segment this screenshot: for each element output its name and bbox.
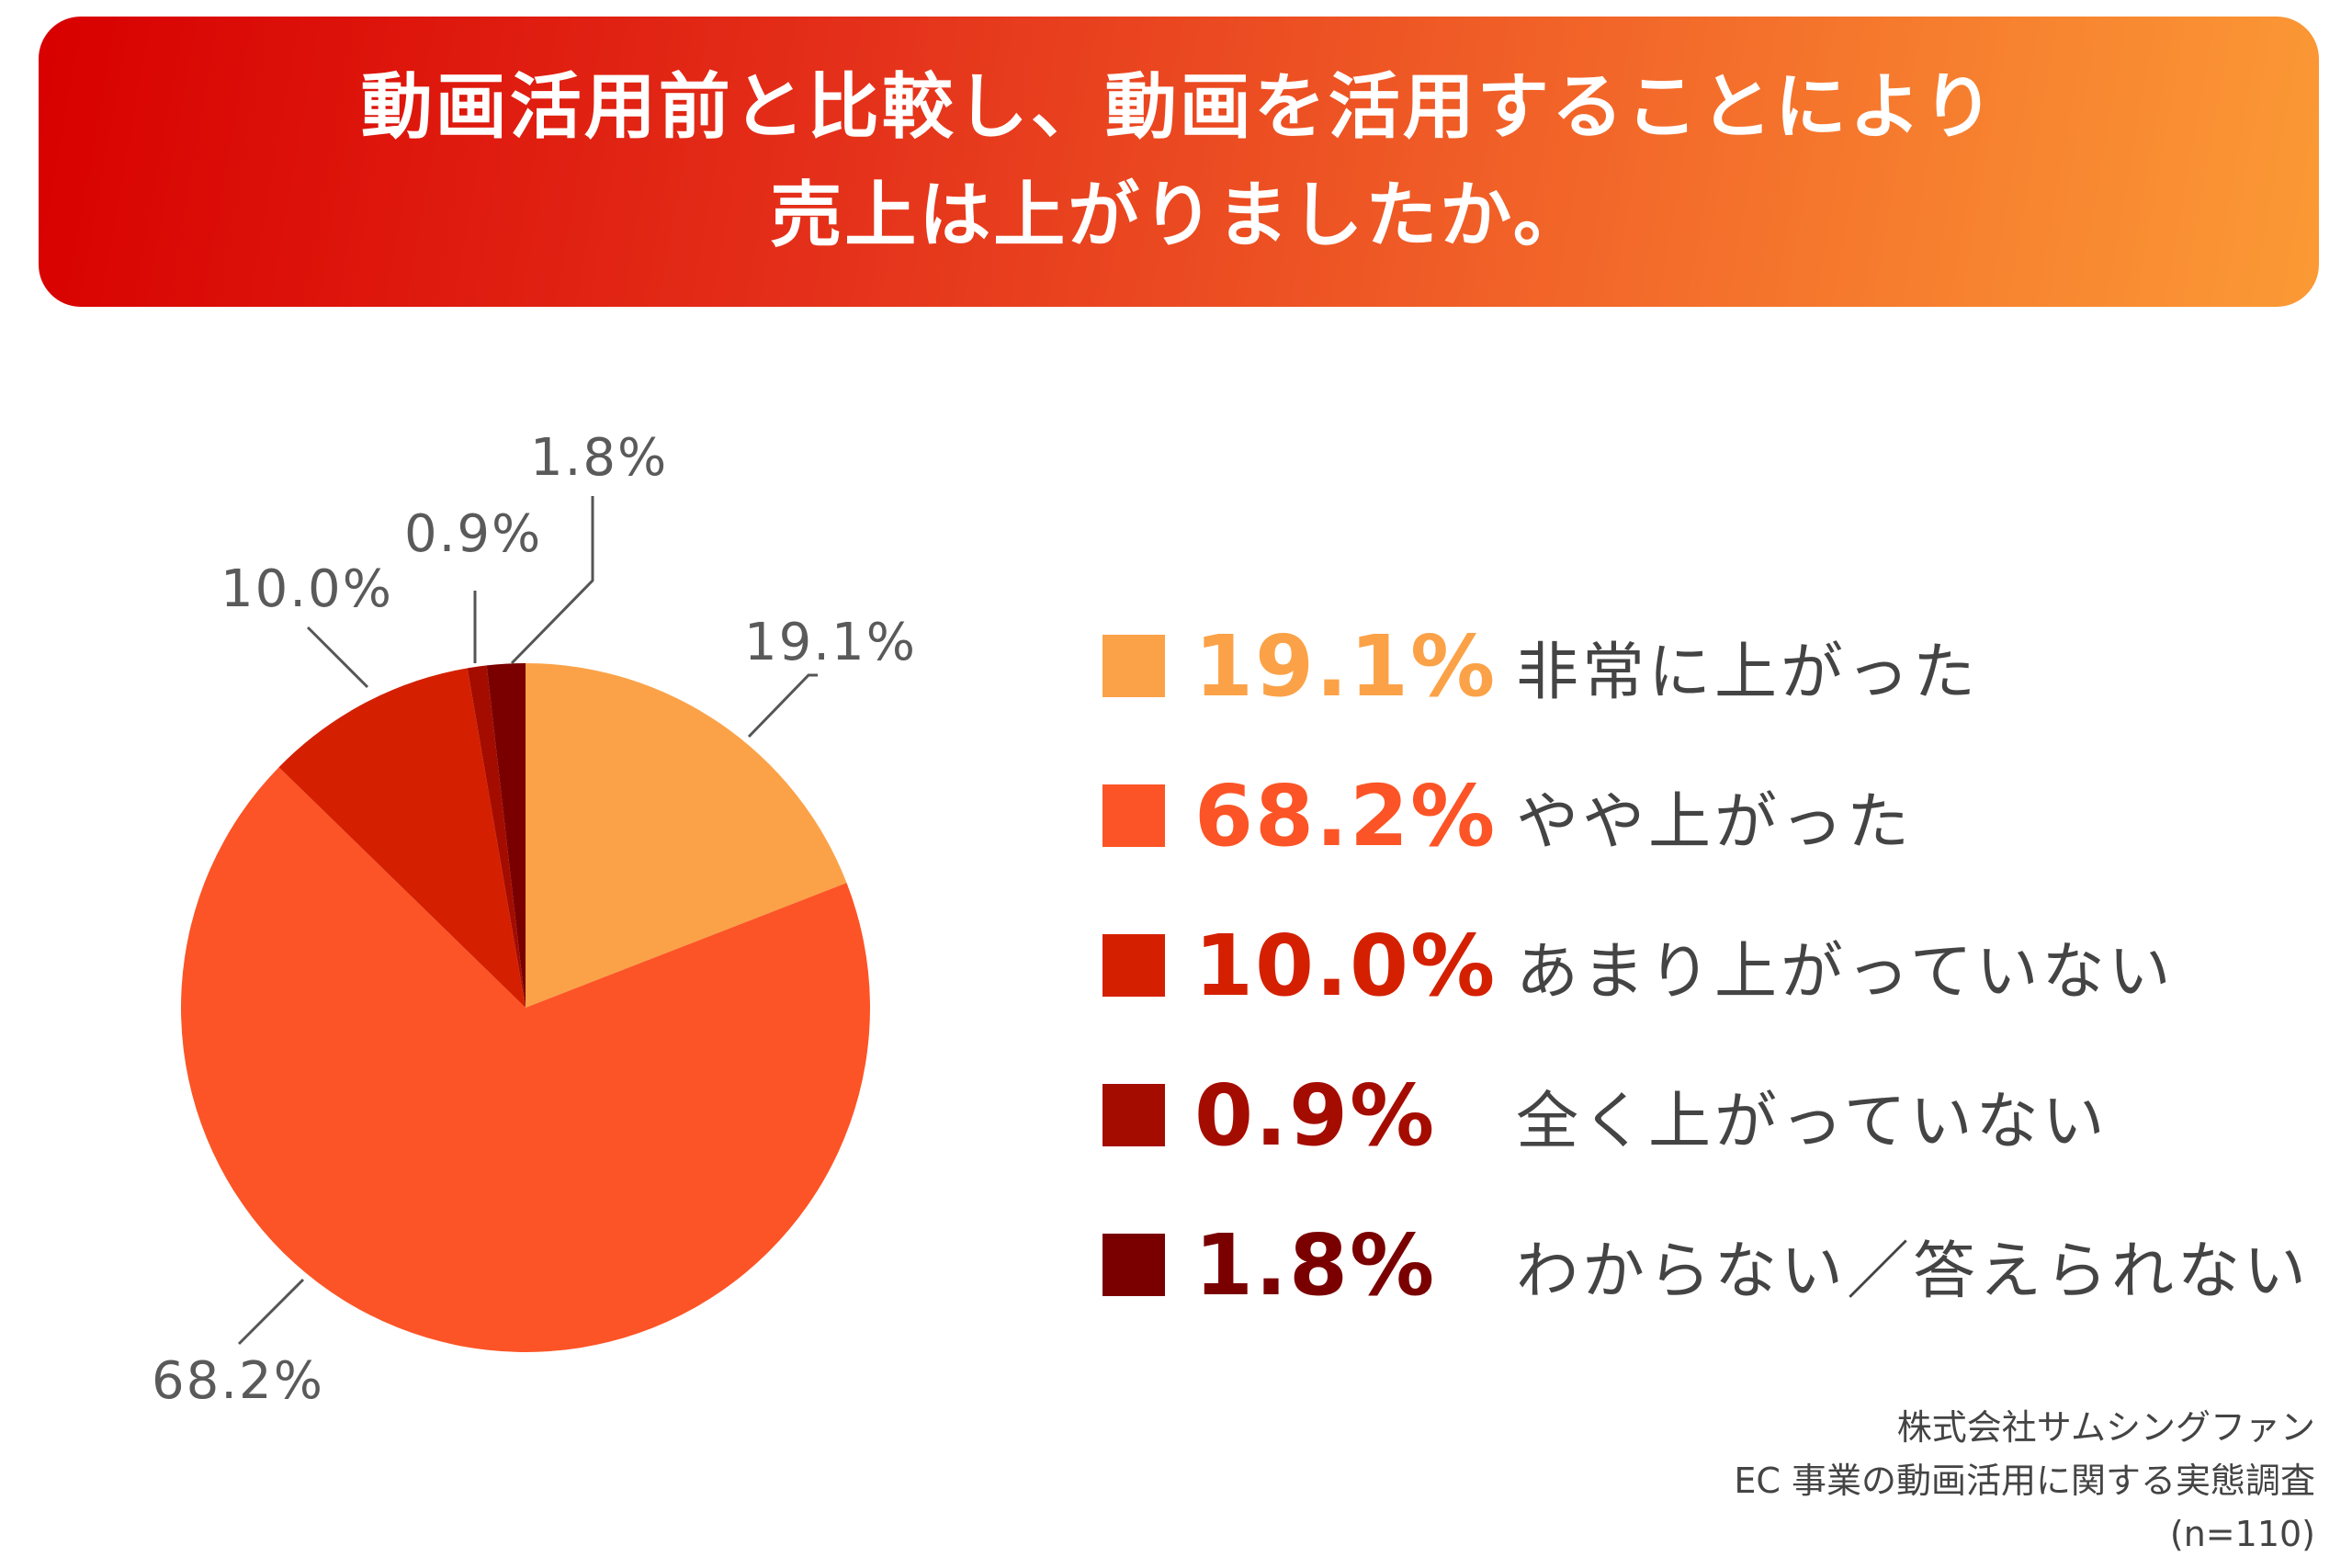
callout-0-9: 0.9% [404,504,542,564]
source-sample-size: (n=110) [2169,1514,2315,1554]
legend-value: 19.1% [1194,616,1498,716]
legend-swatch [1102,934,1165,997]
leader-line-1-8 [510,496,594,665]
legend-label: 非常に上がった [1516,636,1980,709]
legend-item-not-much: 10.0% あまり上がっていない [1102,915,2171,1016]
pie-slice-1 [526,662,847,1008]
pie-slice-2 [180,767,871,1353]
legend-swatch [1102,1084,1165,1146]
title-banner: 動画活用前と比較し、動画を活用することにより 売上は上がりましたか。 [39,17,2319,307]
legend-value: 10.0% [1194,916,1498,1015]
callout-68-2: 68.2% [152,1351,324,1411]
pie-slice-5 [486,663,526,1008]
source-survey: EC 事業の動画活用に関する実態調査 [1734,1461,2315,1501]
legend-value: 1.8% [1194,1215,1437,1314]
legend-item-somewhat-up: 68.2% やや上がった [1102,765,1909,866]
leader-line-10-0 [306,626,369,689]
legend-label: やや上がった [1516,785,1914,859]
leader-line-68-2 [237,1278,305,1346]
legend-label: 全く上がっていない [1516,1085,2109,1158]
leader-line-19-1 [747,673,818,739]
legend-value: 68.2% [1194,766,1498,865]
legend-swatch [1102,784,1165,847]
legend-label: あまり上がっていない [1516,935,2175,1009]
title-line-1: 動画活用前と比較し、動画を活用することにより [360,66,1997,149]
legend-swatch [1102,635,1165,697]
pie-slices [180,662,871,1353]
callout-1-8: 1.8% [530,428,668,488]
legend-item-very-up: 19.1% 非常に上がった [1102,615,1975,716]
source-note: 株式会社サムシングファン EC 事業の動画活用に関する実態調査 (n=110) [1734,1401,2315,1561]
legend-item-not-at-all: 0.9% 全く上がっていない [1102,1065,2105,1166]
pie-slice-4 [467,665,526,1008]
pie-slice-3 [278,668,526,1008]
legend-value: 0.9% [1194,1066,1437,1165]
legend-swatch [1102,1234,1165,1296]
legend-item-unknown: 1.8% わからない／答えられない [1102,1214,2306,1315]
callout-10-0: 10.0% [220,559,393,619]
source-company: 株式会社サムシングファン [1896,1407,2315,1448]
title-line-2: 売上は上がりましたか。 [770,175,1588,257]
legend-label: わからない／答えられない [1516,1235,2311,1308]
callout-19-1: 19.1% [744,613,917,672]
